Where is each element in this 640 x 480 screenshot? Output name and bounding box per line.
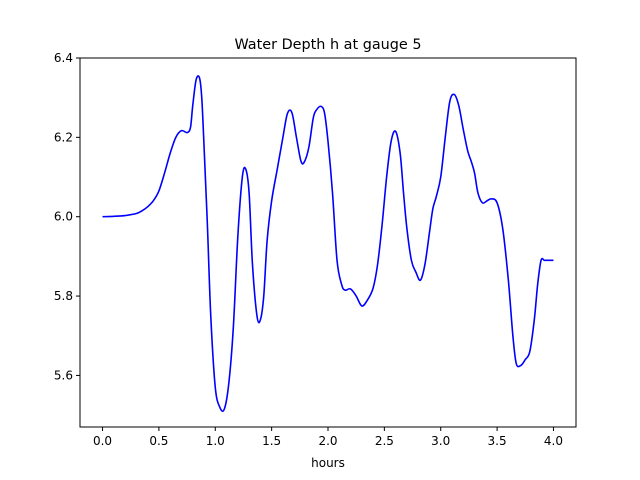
plot-area <box>102 75 554 413</box>
y-tick-label: 6.4 <box>54 51 73 65</box>
y-tick-label: 6.0 <box>54 210 73 224</box>
x-tick-label: 1.0 <box>206 434 225 448</box>
x-tick-label: 3.0 <box>431 434 450 448</box>
y-tick-label: 5.8 <box>54 289 73 303</box>
x-tick-label: 2.5 <box>375 434 394 448</box>
plot-frame <box>79 57 577 428</box>
x-tick-label: 2.0 <box>318 434 337 448</box>
chart-title: Water Depth h at gauge 5 <box>234 37 421 53</box>
x-tick-label: 0.0 <box>93 434 112 448</box>
y-tick-label: 6.2 <box>54 130 73 144</box>
x-tick-label: 3.5 <box>488 434 507 448</box>
y-tick-label: 5.6 <box>54 368 73 382</box>
x-axis-title: hours <box>311 456 345 470</box>
series-line-0 <box>102 75 554 413</box>
x-tick-label: 1.5 <box>262 434 281 448</box>
x-tick-label: 4.0 <box>544 434 563 448</box>
x-tick-label: 0.5 <box>149 434 168 448</box>
y-axis: 5.6 5.8 6.0 6.2 6.4 <box>54 51 80 382</box>
x-axis: 0.0 0.5 1.0 1.5 2.0 2.5 3.0 3.5 4.0 <box>93 427 563 448</box>
